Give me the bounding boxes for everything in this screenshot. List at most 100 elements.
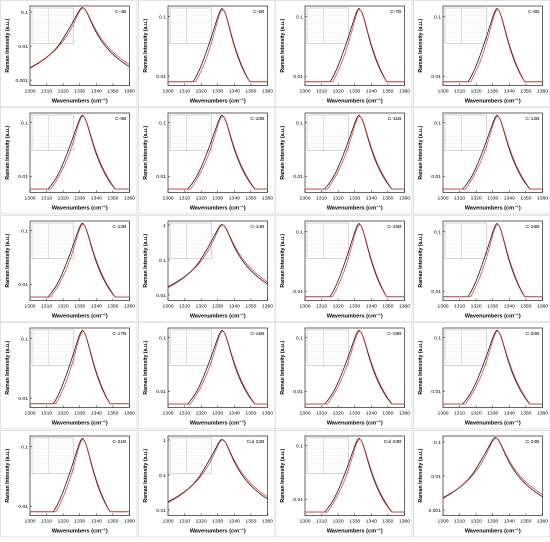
y-axis-label: Raman Intensity (a.u.) (5, 18, 11, 72)
x-tick-label: 1310 (454, 411, 465, 417)
x-tick-label: 1310 (179, 88, 190, 94)
x-tick-label: 1360 (124, 518, 135, 524)
y-tick-label: 0.1 (434, 229, 441, 235)
x-tick-label: 1320 (333, 411, 344, 417)
x-tick-label: 1300 (162, 411, 173, 417)
x-tick-label: 1340 (91, 88, 102, 94)
y-tick-label: 0.01 (293, 174, 303, 180)
x-tick-label: 1340 (91, 518, 102, 524)
x-tick-label: 1340 (228, 518, 239, 524)
y-axis-label: Raman Intensity (a.u.) (280, 18, 286, 72)
x-tick-label: 1350 (382, 196, 393, 202)
y-tick-label: 0.01 (156, 389, 166, 395)
x-tick-label: 1300 (24, 411, 35, 417)
fit-table (170, 115, 212, 151)
x-tick-label: 1350 (245, 303, 256, 309)
x-axis-label: Wavenumbers (cm⁻¹) (189, 205, 245, 212)
x-tick-label: 1330 (487, 411, 498, 417)
x-tick-label: 1300 (299, 303, 310, 309)
y-tick-label: 0.01 (156, 74, 166, 80)
x-tick-label: 1360 (399, 411, 410, 417)
y-tick-label: 0.1 (21, 121, 28, 127)
x-tick-label: 1310 (179, 411, 190, 417)
y-tick-label: 1 (163, 437, 166, 443)
y-tick-label: 0.01 (18, 504, 28, 510)
x-tick-label: 1300 (299, 196, 310, 202)
x-tick-label: 1340 (366, 303, 377, 309)
sample-label: Cul 22B (246, 439, 264, 445)
x-tick-label: 1330 (212, 411, 223, 417)
x-tick-label: 1350 (520, 411, 531, 417)
x-tick-label: 1320 (195, 88, 206, 94)
y-axis-label: Raman Intensity (a.u.) (143, 233, 149, 287)
x-tick-label: 1360 (124, 411, 135, 417)
x-tick-label: 1310 (41, 88, 52, 94)
x-tick-label: 1300 (162, 518, 173, 524)
y-tick-label: 0.01 (431, 389, 441, 395)
y-tick-label: 0.01 (431, 74, 441, 80)
fit-table (307, 330, 349, 366)
x-tick-label: 1360 (124, 196, 135, 202)
x-tick-label: 1360 (536, 518, 547, 524)
x-tick-label: 1330 (487, 88, 498, 94)
sample-label: C-15B (387, 224, 402, 230)
x-axis-label: Wavenumbers (cm⁻¹) (52, 97, 108, 104)
x-tick-label: 1320 (333, 196, 344, 202)
fit-table (307, 223, 349, 259)
sample-label: C-17B (112, 331, 127, 337)
x-tick-label: 1360 (261, 518, 272, 524)
y-tick-label: 0.01 (18, 282, 28, 288)
y-tick-label: 0.01 (18, 174, 28, 180)
x-tick-label: 1320 (195, 518, 206, 524)
x-tick-label: 1310 (41, 303, 52, 309)
x-tick-label: 1310 (316, 196, 327, 202)
y-axis-label: Raman Intensity (a.u.) (143, 341, 149, 395)
y-tick-label: 0.1 (21, 336, 28, 342)
x-tick-label: 1350 (520, 196, 531, 202)
sample-label: C-13B (112, 224, 127, 230)
x-tick-label: 1320 (195, 411, 206, 417)
x-axis-label: Wavenumbers (cm⁻¹) (327, 205, 383, 212)
x-tick-label: 1330 (74, 303, 85, 309)
x-axis-label: Wavenumbers (cm⁻¹) (189, 312, 245, 319)
x-tick-label: 1320 (195, 196, 206, 202)
x-tick-label: 1360 (536, 196, 547, 202)
x-tick-label: 1310 (41, 411, 52, 417)
x-tick-label: 1350 (520, 88, 531, 94)
x-tick-label: 1340 (228, 411, 239, 417)
x-tick-label: 1340 (503, 518, 514, 524)
x-tick-label: 1320 (470, 411, 481, 417)
y-axis-label: Raman Intensity (a.u.) (5, 341, 11, 395)
y-tick-label: 0.1 (434, 335, 441, 341)
x-tick-label: 1330 (349, 303, 360, 309)
y-tick-label: 0.1 (296, 335, 303, 341)
x-tick-label: 1330 (349, 196, 360, 202)
x-tick-label: 1350 (382, 518, 393, 524)
y-axis-label: Raman Intensity (a.u.) (5, 126, 11, 180)
sample-label: C-20B (525, 331, 540, 337)
x-tick-label: 1340 (503, 411, 514, 417)
x-tick-label: 1360 (261, 88, 272, 94)
x-tick-label: 1310 (454, 518, 465, 524)
x-tick-label: 1360 (261, 411, 272, 417)
sample-label: C-18B (250, 331, 265, 337)
x-tick-label: 1330 (212, 88, 223, 94)
x-tick-label: 1350 (245, 196, 256, 202)
x-tick-label: 1350 (107, 303, 118, 309)
x-tick-label: 1350 (245, 518, 256, 524)
sample-label: C-12B (525, 116, 540, 122)
x-tick-label: 1330 (212, 303, 223, 309)
y-tick-label: 0.01 (293, 74, 303, 80)
fit-table (307, 115, 349, 151)
